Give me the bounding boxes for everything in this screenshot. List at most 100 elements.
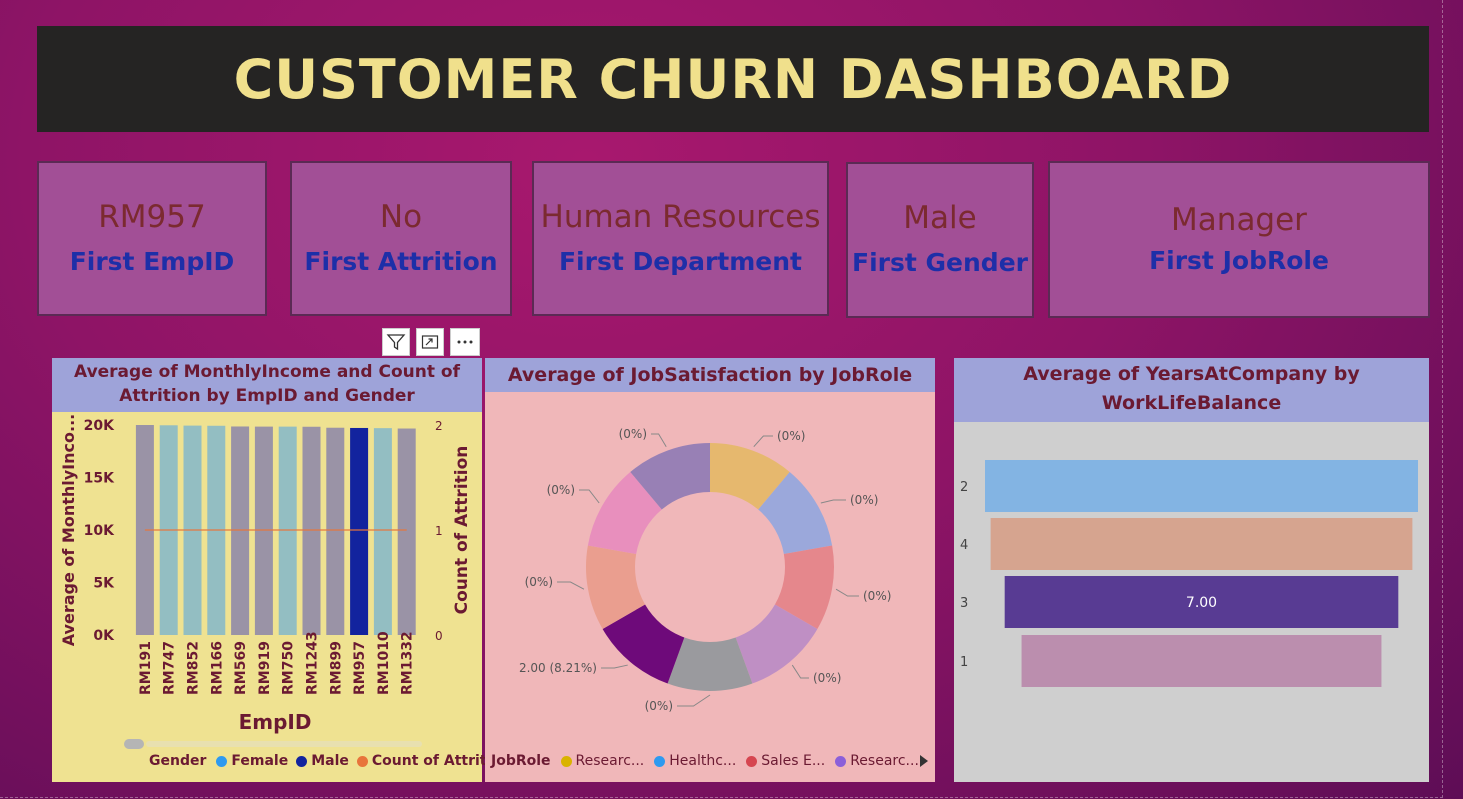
years-at-company-chart: 2 4 3 7.00 1 — [960, 460, 1418, 687]
focus-mode-icon[interactable] — [416, 328, 444, 356]
data-label: (0%) — [777, 429, 805, 443]
x-tick-label: RM747 — [162, 641, 178, 695]
legend-swatch-female — [216, 755, 228, 767]
legend-swatch-male — [296, 755, 308, 767]
card-label: First JobRole — [1149, 245, 1329, 275]
data-label: 2.00 (8.21%) — [519, 661, 597, 675]
y-tick-label: 5K — [93, 576, 115, 592]
legend-swatch — [654, 755, 666, 767]
bar — [326, 427, 345, 635]
dashboard-title-bar: CUSTOMER CHURN DASHBOARD — [37, 26, 1429, 132]
y-tick-label: 1 — [960, 655, 968, 670]
x-tick-label: RM899 — [328, 641, 344, 695]
data-label: (0%) — [850, 493, 878, 507]
bar — [373, 428, 392, 635]
y2-tick-label: 2 — [435, 419, 443, 433]
card-label: First Department — [558, 246, 803, 276]
legend-title: Gender — [149, 753, 207, 769]
y2-tick-label: 0 — [435, 629, 443, 643]
data-label: 7.00 — [1186, 595, 1217, 611]
card-first-department[interactable]: Human Resources First Department — [532, 161, 829, 316]
scrollbar-track[interactable] — [146, 741, 422, 747]
leader-line — [601, 664, 628, 669]
card-label: First Attrition — [304, 246, 498, 276]
y-tick-label: 20K — [84, 418, 115, 434]
card-value: Manager — [1171, 201, 1307, 238]
chart-years-at-company-panel[interactable]: Average of YearsAtCompany by WorkLifeBal… — [954, 358, 1429, 782]
donut-slice — [586, 545, 646, 629]
bar — [990, 518, 1413, 570]
y-tick-label: 10K — [84, 523, 115, 539]
legend-next-icon[interactable] — [918, 753, 930, 769]
donut-slice — [587, 472, 662, 554]
leader-line — [753, 435, 773, 448]
x-tick-label: RM569 — [233, 641, 249, 695]
chart1-legend: Gender Female Male Count of Attrition — [149, 753, 511, 769]
card-value: No — [379, 198, 423, 235]
y-tick-label: 2 — [960, 480, 968, 495]
legend-item-female[interactable]: Female — [231, 753, 289, 769]
scrollbar-thumb[interactable] — [124, 739, 144, 749]
donut-slice — [774, 545, 834, 629]
leader-line — [791, 664, 809, 679]
y-tick-label: 15K — [84, 471, 115, 487]
bar — [1021, 635, 1382, 687]
x-tick-label: RM919 — [257, 641, 273, 695]
card-value: RM957 — [98, 198, 206, 235]
card-first-attrition[interactable]: No First Attrition — [290, 161, 512, 316]
chart-monthly-income-panel[interactable]: Average of MonthlyIncome and Count of At… — [52, 358, 511, 782]
data-label: (0%) — [813, 671, 841, 685]
chart-title: Average of JobSatisfaction by JobRole — [485, 358, 935, 392]
x-tick-label: RM750 — [281, 641, 297, 695]
legend-item[interactable]: Sales E... — [761, 753, 826, 769]
y2-tick-label: 1 — [435, 524, 443, 538]
bar — [985, 460, 1418, 512]
legend-swatch — [746, 755, 758, 767]
legend-title: JobRole — [491, 753, 551, 769]
legend-item[interactable]: Researc... — [575, 753, 645, 769]
x-tick-label: RM852 — [186, 641, 202, 695]
card-first-gender[interactable]: Male First Gender — [846, 162, 1034, 318]
bar — [397, 428, 416, 635]
legend-item-attrition[interactable]: Count of Attrition — [371, 753, 511, 769]
card-value: Male — [903, 200, 977, 236]
bar — [350, 427, 369, 635]
job-satisfaction-donut: (0%) (0%) (0%) (0%) (0%) 2.00 (8.21%) (0%) (0%)… — [519, 427, 891, 713]
x-tick-label: RM166 — [209, 641, 225, 695]
chart2-legend: JobRole Researc... Healthc... Sales E...… — [491, 753, 919, 769]
data-label: (0%) — [645, 699, 673, 713]
x-tick-label: RM1332 — [400, 631, 416, 695]
legend-item-male[interactable]: Male — [311, 753, 349, 769]
leader-line — [835, 588, 859, 597]
dashboard-title: CUSTOMER CHURN DASHBOARD — [233, 47, 1233, 111]
bar — [135, 425, 154, 635]
card-value: Human Resources — [540, 198, 821, 235]
bar — [1004, 576, 1399, 628]
legend-item[interactable]: Healthc... — [669, 753, 737, 769]
y2-axis-title: Count of Attrition — [452, 446, 472, 615]
more-options-icon[interactable] — [450, 328, 480, 356]
y-tick-label: 0K — [93, 628, 115, 644]
leader-line — [820, 499, 846, 504]
chart-title: Average of YearsAtCompany by WorkLifeBal… — [954, 358, 1429, 422]
data-label: (0%) — [525, 575, 553, 589]
y-axis-title: Average of MonthlyInco... — [59, 414, 78, 647]
filter-icon[interactable] — [382, 328, 410, 356]
donut-slice — [710, 443, 790, 510]
legend-item[interactable]: Researc... — [850, 753, 919, 769]
card-first-empid[interactable]: RM957 First EmpID — [37, 161, 267, 316]
card-first-jobrole[interactable]: Manager First JobRole — [1048, 161, 1430, 318]
card-label: First EmpID — [69, 246, 235, 276]
leader-line — [557, 581, 585, 590]
legend-swatch — [835, 755, 847, 767]
data-label: (0%) — [863, 589, 891, 603]
monthly-income-chart: 0K 5K 10K 15K 20K 0 1 2 Average of MonthlyInco..… — [59, 414, 472, 749]
data-label: (0%) — [547, 483, 575, 497]
x-tick-label: RM1243 — [305, 631, 321, 695]
donut-slice — [667, 637, 753, 691]
chart-job-satisfaction-panel[interactable]: Average of JobSatisfaction by JobRole (0… — [485, 358, 935, 782]
y-tick-label: 3 — [960, 596, 968, 611]
x-axis-title: EmpID — [239, 710, 312, 734]
leader-line — [677, 694, 711, 707]
legend-swatch — [560, 755, 572, 767]
